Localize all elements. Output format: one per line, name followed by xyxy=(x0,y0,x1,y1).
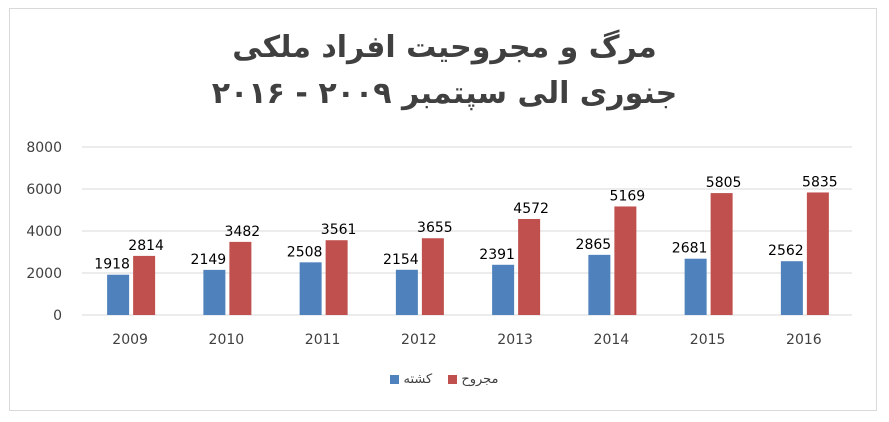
x-tick-label: 2010 xyxy=(209,332,245,348)
x-tick-label: 2009 xyxy=(112,332,148,348)
data-label-injured-2013: 4572 xyxy=(513,201,549,217)
legend-swatch-killed xyxy=(390,375,400,384)
y-tick-label: 6000 xyxy=(26,182,62,198)
x-tick-label: 2011 xyxy=(305,332,341,348)
data-label-killed-2009: 1918 xyxy=(94,257,130,273)
data-label-killed-2014: 2865 xyxy=(576,237,612,253)
legend: کشته مجروح xyxy=(0,372,889,388)
bar-killed-2016 xyxy=(780,261,803,315)
data-label-injured-2011: 3561 xyxy=(321,222,357,238)
legend-label-injured: مجروح xyxy=(461,372,499,387)
chart-subtitle: جنوری الی سپتمبر ۲۰۰۹ - ۲۰۱۶ xyxy=(211,76,678,111)
bar-killed-2013 xyxy=(492,264,515,315)
y-tick-label: 8000 xyxy=(26,140,62,156)
x-tick-label: 2015 xyxy=(690,332,726,348)
bar-injured-2014 xyxy=(614,206,637,315)
y-tick-label: 4000 xyxy=(26,224,62,240)
bar-injured-2013 xyxy=(518,218,541,315)
legend-item-injured: مجروح xyxy=(448,372,499,387)
y-tick-label: 0 xyxy=(53,308,62,324)
data-label-injured-2012: 3655 xyxy=(417,220,453,236)
x-tick-label: 2013 xyxy=(497,332,533,348)
legend-label-killed: کشته xyxy=(403,372,433,387)
legend-item-killed: کشته xyxy=(390,372,432,387)
bar-injured-2009 xyxy=(133,255,156,315)
data-label-killed-2013: 2391 xyxy=(479,247,515,263)
data-label-injured-2016: 5835 xyxy=(802,174,838,190)
bar-killed-2011 xyxy=(299,262,322,315)
x-tick-label: 2016 xyxy=(786,332,822,348)
bar-injured-2011 xyxy=(325,240,348,315)
x-tick-label: 2014 xyxy=(594,332,630,348)
x-tick-label: 2012 xyxy=(401,332,437,348)
bar-killed-2009 xyxy=(107,274,130,315)
data-label-injured-2015: 5805 xyxy=(706,175,742,191)
chart-title: مرگ و مجروحیت افراد ملکی xyxy=(232,30,657,65)
bar-injured-2010 xyxy=(229,241,252,315)
bar-killed-2012 xyxy=(395,269,418,315)
bar-injured-2016 xyxy=(806,192,829,315)
bar-killed-2014 xyxy=(588,254,611,315)
bar-killed-2015 xyxy=(684,258,707,315)
bar-killed-2010 xyxy=(203,269,226,315)
bar-injured-2012 xyxy=(421,238,444,315)
data-label-injured-2014: 5169 xyxy=(610,188,646,204)
y-tick-label: 2000 xyxy=(26,266,62,282)
legend-swatch-injured xyxy=(448,375,458,384)
data-label-killed-2011: 2508 xyxy=(287,244,323,260)
data-label-injured-2010: 3482 xyxy=(225,224,261,240)
data-label-injured-2009: 2814 xyxy=(128,238,164,254)
data-label-killed-2016: 2562 xyxy=(768,243,804,259)
data-label-killed-2015: 2681 xyxy=(672,241,708,257)
data-label-killed-2012: 2154 xyxy=(383,252,419,268)
bar-injured-2015 xyxy=(710,193,733,315)
data-label-killed-2010: 2149 xyxy=(191,252,227,268)
